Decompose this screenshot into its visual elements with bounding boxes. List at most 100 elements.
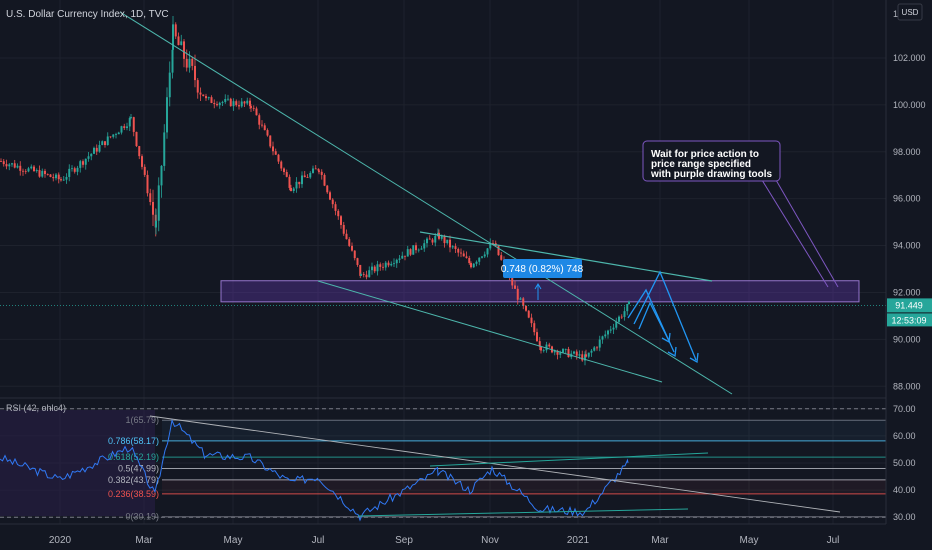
- candle-body: [449, 239, 451, 248]
- lower-channel-line[interactable]: [317, 280, 663, 383]
- candle-body: [306, 177, 309, 178]
- callout-lines: [761, 179, 839, 288]
- candle-body: [191, 58, 194, 66]
- candle-body: [246, 100, 249, 104]
- time-tick-label: 2020: [49, 535, 72, 546]
- candle-body: [329, 192, 331, 200]
- candle-body: [618, 316, 620, 322]
- time-axis: 2020 Mar May Jul Sep Nov 2021 Mar May Jul: [49, 535, 840, 546]
- candle-body: [548, 344, 551, 347]
- candle-body: [274, 151, 277, 155]
- candle-body: [252, 107, 255, 109]
- candle-body: [489, 243, 492, 249]
- candle-body: [567, 348, 570, 358]
- candle-body: [460, 252, 462, 254]
- candle-body: [596, 347, 598, 349]
- candle-body: [533, 323, 536, 333]
- time-tick-label: Jul: [312, 535, 325, 546]
- candle-body: [538, 341, 541, 347]
- rsi-tick-label: 70.00: [893, 404, 916, 414]
- note-box[interactable]: Wait for price action to price range spe…: [642, 140, 781, 182]
- candle-body: [301, 175, 303, 185]
- candle-body: [553, 350, 556, 353]
- candle-body: [238, 105, 240, 107]
- candle-body: [298, 181, 301, 185]
- candle-body: [368, 270, 371, 278]
- upper-wedge-line[interactable]: [419, 231, 713, 282]
- candle-body: [362, 274, 365, 276]
- candle-body: [492, 243, 494, 244]
- candle-body: [71, 168, 73, 170]
- rsi-title: RSI (42, ohlc4): [6, 403, 66, 413]
- candle-body: [8, 164, 11, 167]
- candle-body: [581, 354, 584, 361]
- y-top-partial-tick: 1(: [893, 9, 901, 19]
- price-tick-label: 90.000: [893, 334, 921, 344]
- candle-body: [387, 262, 390, 266]
- note-line-2: price range specified: [651, 159, 751, 170]
- price-tick-label: 102.000: [893, 53, 926, 63]
- candle-body: [229, 98, 232, 107]
- candle-body: [277, 154, 280, 162]
- currency-button[interactable]: [897, 3, 923, 21]
- candle-body: [412, 245, 415, 255]
- candle-body: [82, 161, 84, 165]
- candle-body: [365, 274, 368, 278]
- candle-body: [130, 117, 132, 119]
- candle-body: [141, 156, 143, 167]
- candle-body: [395, 259, 398, 264]
- candle-body: [516, 288, 519, 300]
- candle-body: [65, 176, 68, 180]
- candle-body: [101, 141, 104, 146]
- measure-tool[interactable]: 0.748 (0.82%) 748: [501, 259, 584, 300]
- candle-body: [312, 168, 314, 173]
- candle-body: [542, 350, 545, 352]
- candle-body: [573, 351, 575, 354]
- candle-body: [280, 161, 283, 169]
- candle-body: [340, 216, 342, 225]
- candle-body: [406, 249, 409, 257]
- rsi-tick-label: 60.00: [893, 431, 916, 441]
- candle-body: [258, 115, 261, 125]
- candle-body: [216, 104, 218, 106]
- candle-body: [132, 117, 135, 132]
- candle-body: [163, 132, 166, 166]
- candle-body: [486, 248, 489, 255]
- candle-body: [172, 24, 174, 50]
- candle-body: [41, 170, 44, 177]
- candle-body: [288, 176, 291, 188]
- candle-body: [351, 245, 353, 251]
- candle-body: [345, 233, 348, 240]
- chart-title: U.S. Dollar Currency Index, 1D, TVC: [6, 9, 169, 20]
- candle-body: [87, 156, 90, 159]
- candle-body: [38, 170, 41, 177]
- candle-body: [174, 24, 177, 37]
- candle-body: [202, 94, 205, 97]
- candle-body: [255, 108, 258, 116]
- candle-body: [95, 147, 98, 152]
- fib-retracement-lines: [162, 419, 886, 518]
- candle-body: [146, 174, 149, 194]
- fib-level-label: 0.618(52.19): [108, 452, 159, 462]
- last-price-badge: 91.449 12:53:09: [887, 298, 932, 327]
- candle-body: [376, 264, 379, 272]
- candle-body: [500, 255, 503, 260]
- candle-body: [382, 266, 384, 268]
- candle-body: [188, 58, 191, 68]
- measure-label: 0.748 (0.82%) 748: [501, 264, 584, 275]
- candle-body: [303, 175, 306, 178]
- candle-body: [514, 285, 516, 289]
- major-downtrend-line[interactable]: [119, 11, 733, 395]
- candle-body: [73, 168, 76, 172]
- candle-body: [49, 174, 52, 178]
- candle-body: [420, 248, 423, 250]
- candle-body: [263, 125, 266, 131]
- candle-body: [438, 232, 440, 239]
- candle-body: [22, 170, 24, 172]
- candle-body: [443, 236, 446, 244]
- candle-body: [155, 220, 157, 228]
- candle-body: [143, 166, 146, 175]
- fib-level-label: 0.382(43.79): [108, 475, 159, 485]
